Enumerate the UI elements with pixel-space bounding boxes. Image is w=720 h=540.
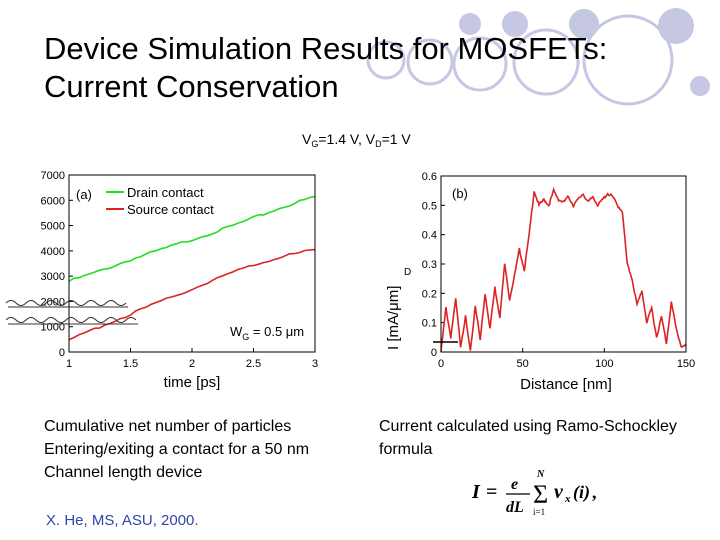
- formula-term-arg: (i): [573, 482, 590, 503]
- chart-b-xtick-label: 100: [595, 358, 613, 370]
- chart-a-xtick-label: 3: [312, 358, 318, 370]
- cond-vg-symbol: V: [302, 131, 312, 147]
- chart-a-xtick-label: 2: [189, 358, 195, 370]
- bubble: [569, 9, 599, 39]
- chart-a-frame: [68, 174, 316, 353]
- caption-left-line-3: Channel length device: [44, 464, 203, 481]
- legend-label-source: Source contact: [127, 202, 214, 217]
- formula-sum-bot: i=1: [533, 507, 545, 517]
- formula-tail: ,: [592, 482, 597, 502]
- chart-a-xtick-label: 1.5: [123, 358, 138, 370]
- caption-right-line-1: Current calculated using Ramo-Schockley: [379, 418, 677, 435]
- chart-a-series-line-0: [68, 195, 316, 282]
- annot-sub: G: [242, 332, 249, 342]
- chart-a-xtick-label: 2.5: [246, 358, 261, 370]
- bubble: [582, 14, 674, 106]
- chart-b-xtick-label: 50: [517, 358, 529, 370]
- bubble: [502, 11, 528, 37]
- decorative-bubbles: [366, 8, 710, 106]
- bubble: [406, 38, 454, 86]
- chart-b-panel-label: (b): [452, 186, 468, 201]
- chart-a-ytick-label: 1000: [41, 322, 65, 334]
- caption-left-line-2: Entering/exiting a contact for a 50 nm: [44, 441, 310, 458]
- chart-b-ytick-label: 0: [431, 347, 437, 359]
- bubble: [452, 36, 508, 92]
- bias-conditions: VG=1.4 V, VD=1 V: [302, 131, 411, 149]
- chart-a-ytick-label: 0: [59, 347, 65, 359]
- chart-b-frame: [440, 175, 687, 353]
- ylabel-text: I [mA/μm]: [385, 286, 402, 350]
- cond-vg-sub: G: [311, 139, 319, 149]
- cond-vd-sub: D: [375, 139, 382, 149]
- scribble-artifact: [5, 300, 138, 325]
- caption-right-line-2: formula: [379, 441, 433, 458]
- chart-a-annotation: WG = 0.5 μm: [230, 324, 304, 342]
- chart-a-ytick-label: 7000: [41, 170, 65, 182]
- chart-b-ylabel-sub: D: [404, 267, 411, 278]
- annot-w: W: [230, 324, 243, 339]
- caption-left: Cumulative net number of particles Enter…: [44, 415, 309, 484]
- legend-label-drain: Drain contact: [127, 185, 204, 200]
- chart-a-xtick-label: 1: [66, 358, 72, 370]
- formula-term: v: [554, 481, 564, 503]
- chart-a-ytick-label: 4000: [41, 246, 65, 258]
- formula-sum-top: N: [536, 469, 545, 480]
- chart-a-panel-label: (a): [76, 187, 92, 202]
- chart-a-ytick-label: 6000: [41, 195, 65, 207]
- slide-title: Device Simulation Results for MOSFETs: C…: [44, 30, 607, 106]
- chart-b-ytick-label: 0.4: [422, 230, 437, 242]
- chart-b-series-line-0: [440, 186, 687, 353]
- chart-b-xtick-label: 0: [438, 358, 444, 370]
- bubble: [366, 40, 406, 80]
- caption-right: Current calculated using Ramo-Schockley …: [379, 415, 677, 461]
- chart-b-ytick-label: 0.3: [422, 259, 437, 271]
- bubble: [459, 13, 481, 35]
- chart-b-ytick-label: 0.6: [422, 171, 437, 183]
- formula-den: dL: [506, 499, 524, 516]
- chart-b-xlabel: Distance [nm]: [520, 376, 612, 393]
- formula-sigma: Σ: [533, 480, 548, 509]
- annot-rest: = 0.5 μm: [249, 324, 304, 339]
- formula-lhs: I: [471, 481, 481, 503]
- chart-b-ytick-label: 0.5: [422, 200, 437, 212]
- chart-a-xlabel: time [ps]: [164, 374, 221, 391]
- cond-vg-value: =1.4 V, V: [318, 131, 376, 147]
- formula-eq: =: [486, 481, 497, 503]
- chart-b-ytick-label: 0.2: [422, 288, 437, 300]
- chart-b-ylabel-group: I [mA/μm]: [385, 286, 402, 350]
- ramo-shockley-formula: I = e dL N Σ i=1 v x (i) ,: [471, 469, 597, 517]
- chart-b-ylabel: I [mA/μm]: [385, 286, 402, 350]
- title-line-2: Current Conservation: [44, 69, 339, 104]
- bubble: [690, 76, 710, 96]
- chart-a-ytick-label: 5000: [41, 221, 65, 233]
- formula-term-sub: x: [564, 493, 571, 505]
- chart-b-ytick-label: 0.1: [422, 318, 437, 330]
- source-credit: X. He, MS, ASU, 2000.: [46, 512, 199, 529]
- chart-b-xtick-label: 150: [677, 358, 695, 370]
- formula-num: e: [511, 476, 518, 493]
- bubble: [512, 28, 580, 96]
- chart-a-ytick-label: 3000: [41, 271, 65, 283]
- cond-vd-value: =1 V: [381, 131, 411, 147]
- title-line-1: Device Simulation Results for MOSFETs:: [44, 31, 608, 66]
- bubble: [658, 8, 694, 44]
- caption-left-line-1: Cumulative net number of particles: [44, 418, 292, 435]
